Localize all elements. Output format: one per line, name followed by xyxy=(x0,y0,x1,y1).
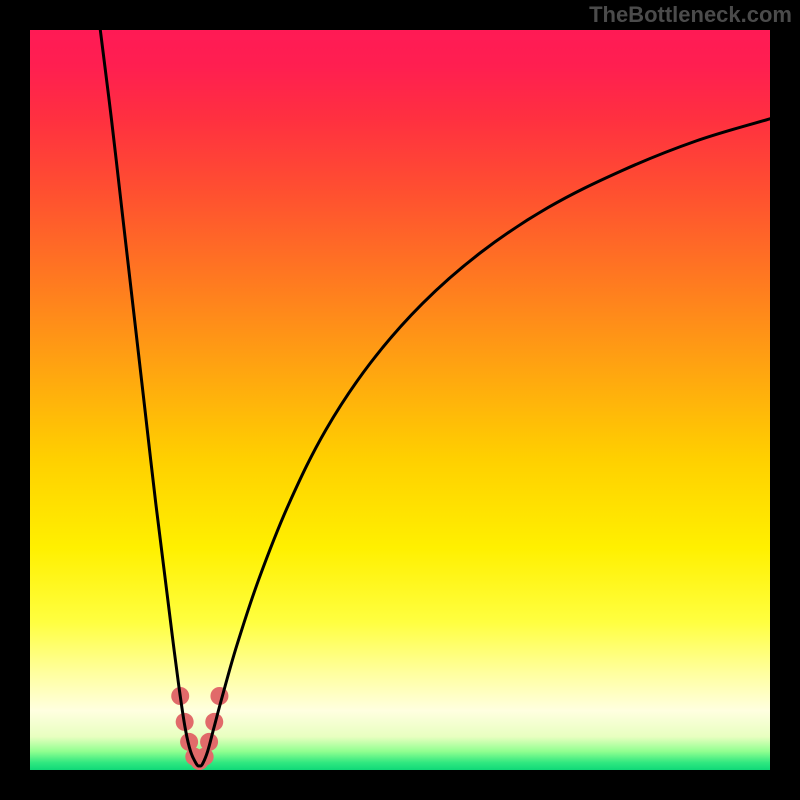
bottleneck-chart: TheBottleneck.com xyxy=(0,0,800,800)
chart-svg xyxy=(0,0,800,800)
plot-area xyxy=(30,30,770,770)
watermark-text: TheBottleneck.com xyxy=(589,2,792,28)
